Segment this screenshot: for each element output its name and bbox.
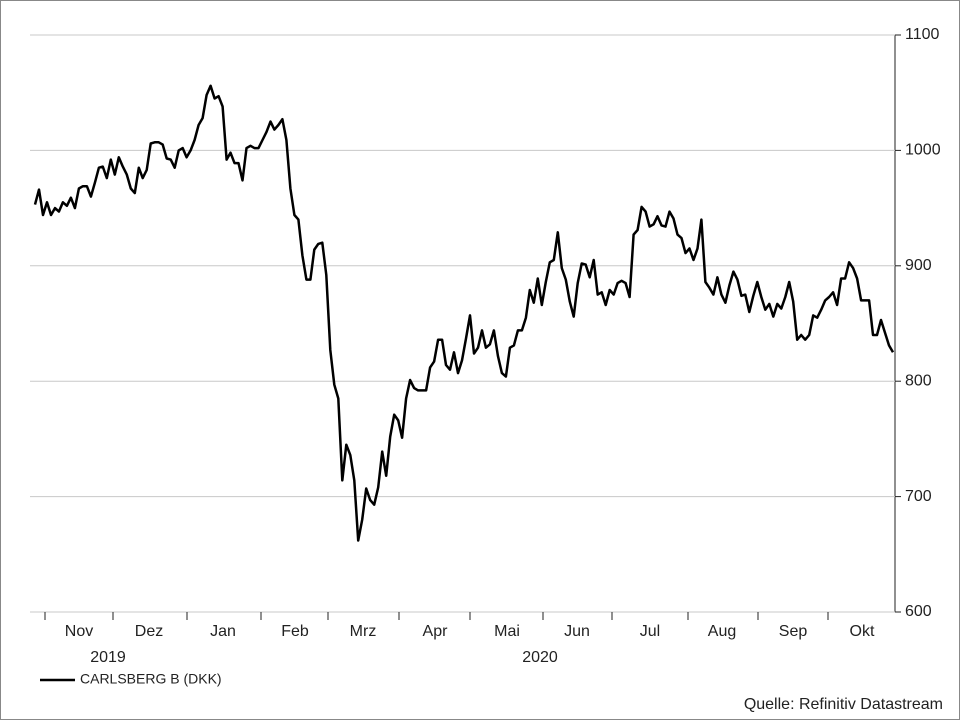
x-tick-label: Aug [708, 623, 736, 640]
y-tick-label: 700 [905, 488, 932, 505]
y-tick-label: 800 [905, 372, 932, 389]
x-tick-label: Dez [135, 623, 163, 640]
x-tick-label: Apr [423, 623, 449, 640]
x-tick-label: Mai [494, 623, 520, 640]
source-note: Quelle: Refinitiv Datastream [744, 696, 943, 713]
y-tick-label: 900 [905, 257, 932, 274]
price-line [33, 84, 895, 542]
y-tick-label: 600 [905, 603, 932, 620]
x-tick-label: Mrz [350, 623, 377, 640]
x-tick-label: Sep [779, 623, 808, 640]
year-label: 2019 [90, 649, 126, 666]
year-label: 2020 [522, 649, 558, 666]
y-tick-label: 1000 [905, 142, 941, 159]
x-tick-label: Jan [210, 623, 236, 640]
y-tick-label: 1100 [905, 26, 940, 43]
legend-label: CARLSBERG B (DKK) [80, 671, 222, 687]
x-tick-label: Feb [281, 623, 309, 640]
x-tick-label: Nov [65, 623, 93, 640]
x-tick-label: Jul [640, 623, 660, 640]
x-tick-label: Okt [850, 623, 875, 640]
x-tick-label: Jun [564, 623, 590, 640]
